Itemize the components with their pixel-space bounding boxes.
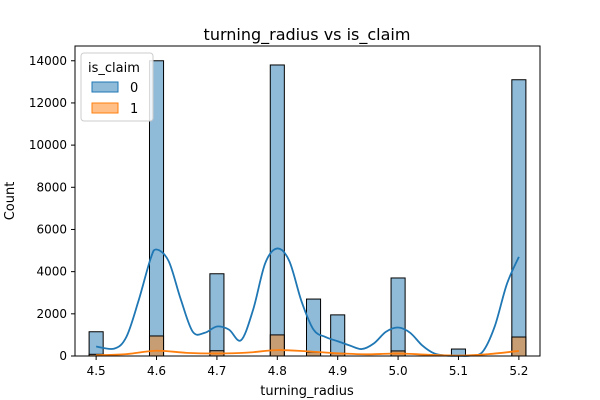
- plot-area: [88, 60, 527, 357]
- x-tick-label-4: 4.9: [328, 364, 347, 378]
- x-tick-label-0: 4.5: [87, 364, 106, 378]
- bar-series-0-8: [511, 79, 527, 357]
- y-tick-label-7: 14000: [29, 54, 67, 68]
- x-tick-label-7: 5.2: [509, 364, 528, 378]
- axes-frame: [74, 45, 541, 357]
- x-tick-label-2: 4.7: [207, 364, 226, 378]
- legend-title: is_claim: [88, 61, 140, 76]
- bar-series-1-1: [148, 335, 165, 357]
- y-tick-label-3: 6000: [36, 222, 67, 236]
- bar-series-0-4: [306, 298, 322, 357]
- bar-series-1-3: [269, 334, 285, 357]
- y-tick-label-2: 4000: [36, 265, 67, 279]
- legend-label-1: 1: [130, 102, 138, 117]
- y-tick-label-1: 2000: [36, 307, 67, 321]
- y-tick-label-6: 12000: [29, 96, 67, 110]
- legend-label-0: 0: [130, 81, 138, 96]
- x-tick-label-1: 4.6: [147, 364, 166, 378]
- x-axis-label: turning_radius: [260, 384, 354, 399]
- bar-series-0-5: [330, 314, 346, 357]
- bar-series-1-8: [511, 336, 527, 357]
- x-axis: 4.5 4.6 4.7 4.8 4.9 5.0 5.1 5.2: [87, 356, 528, 378]
- bar-series-0-0: [88, 331, 104, 357]
- y-tick-label-5: 10000: [29, 138, 67, 152]
- legend: is_claim 0 1: [80, 52, 154, 122]
- y-axis: 0 2000 4000 6000 8000 10000 12000 14000: [29, 54, 75, 363]
- y-tick-label-0: 0: [59, 349, 67, 363]
- y-axis-label: Count: [3, 182, 18, 221]
- bar-series-0-3: [269, 64, 285, 357]
- legend-swatch-1: [91, 102, 119, 114]
- bar-series-0-6: [390, 277, 406, 357]
- x-tick-label-5: 5.0: [389, 364, 408, 378]
- y-tick-label-4: 8000: [36, 180, 67, 194]
- x-tick-label-3: 4.8: [268, 364, 287, 378]
- legend-swatch-0: [91, 81, 119, 93]
- chart-title: turning_radius vs is_claim: [204, 25, 411, 45]
- bar-series-0-2: [209, 273, 225, 357]
- x-tick-label-6: 5.1: [449, 364, 468, 378]
